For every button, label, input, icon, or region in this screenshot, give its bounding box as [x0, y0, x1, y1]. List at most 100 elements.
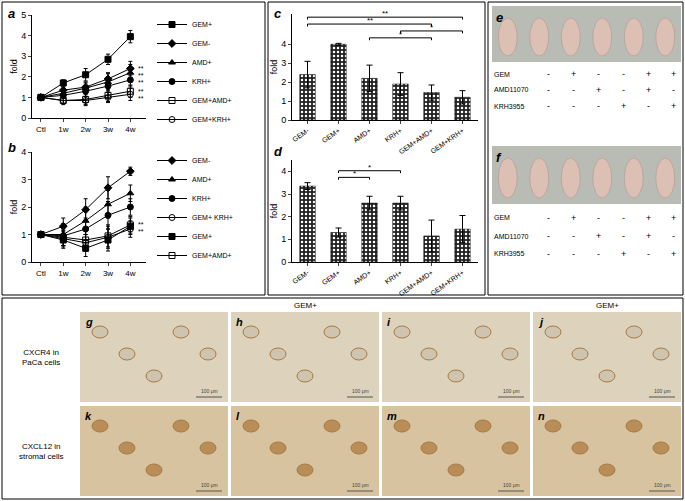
- svg-text:KRH+: KRH+: [384, 269, 403, 286]
- svg-text:-: -: [547, 249, 550, 259]
- svg-text:-: -: [547, 101, 550, 111]
- svg-text:GEM: GEM: [494, 71, 510, 78]
- svg-text:**: **: [138, 72, 144, 79]
- svg-text:GEM+AMD+: GEM+AMD+: [398, 269, 435, 297]
- svg-text:-: -: [597, 249, 600, 259]
- svg-text:GEM-: GEM-: [192, 157, 211, 164]
- svg-text:GEM+ KRH+: GEM+ KRH+: [192, 214, 233, 221]
- svg-text:0: 0: [21, 113, 26, 123]
- svg-text:-: -: [547, 69, 550, 79]
- svg-text:4: 4: [21, 31, 26, 41]
- svg-text:0: 0: [281, 257, 286, 267]
- svg-text:GEM+AMD+: GEM+AMD+: [192, 97, 232, 104]
- svg-text:AMD+: AMD+: [352, 269, 372, 286]
- svg-text:-: -: [597, 101, 600, 111]
- svg-text:GEM+KRH+: GEM+KRH+: [429, 127, 465, 155]
- svg-text:+: +: [571, 69, 576, 79]
- svg-text:1w: 1w: [58, 269, 68, 278]
- svg-text:+: +: [671, 249, 676, 259]
- svg-text:4: 4: [281, 39, 286, 49]
- svg-text:*: *: [399, 30, 402, 39]
- svg-text:**: **: [138, 79, 144, 86]
- svg-text:0: 0: [281, 115, 286, 125]
- svg-text:fold: fold: [9, 59, 19, 74]
- svg-text:d: d: [274, 144, 283, 159]
- svg-text:GEM-: GEM-: [192, 40, 211, 47]
- svg-text:3: 3: [281, 58, 286, 68]
- svg-text:+: +: [671, 69, 676, 79]
- svg-text:k: k: [85, 410, 92, 422]
- svg-text:m: m: [387, 410, 397, 422]
- svg-text:AMD+: AMD+: [192, 176, 212, 183]
- svg-text:+: +: [646, 231, 651, 241]
- svg-text:+: +: [646, 85, 651, 95]
- svg-text:KRH3955: KRH3955: [494, 250, 524, 257]
- svg-text:3: 3: [281, 189, 286, 199]
- svg-text:-: -: [622, 231, 625, 241]
- svg-text:-: -: [672, 85, 675, 95]
- svg-text:j: j: [538, 316, 544, 328]
- svg-text:100 μm: 100 μm: [201, 388, 218, 394]
- svg-text:l: l: [236, 410, 240, 422]
- svg-text:5: 5: [21, 10, 26, 20]
- svg-text:+: +: [596, 85, 601, 95]
- svg-text:1: 1: [281, 96, 286, 106]
- svg-text:3w: 3w: [103, 269, 113, 278]
- svg-text:b: b: [8, 140, 16, 155]
- svg-text:2: 2: [281, 77, 286, 87]
- svg-text:AMD+: AMD+: [352, 127, 372, 144]
- svg-text:+: +: [596, 231, 601, 241]
- svg-text:100 μm: 100 μm: [654, 482, 671, 488]
- svg-text:-: -: [622, 213, 625, 223]
- svg-text:100 μm: 100 μm: [352, 388, 369, 394]
- svg-text:GEM+: GEM+: [321, 127, 341, 144]
- svg-text:GEM-: GEM-: [291, 268, 311, 285]
- svg-text:1: 1: [281, 234, 286, 244]
- svg-text:1: 1: [21, 93, 26, 103]
- svg-text:GEM+: GEM+: [192, 233, 212, 240]
- svg-text:**: **: [382, 9, 388, 18]
- svg-text:AMD+: AMD+: [192, 59, 212, 66]
- svg-text:+: +: [571, 213, 576, 223]
- svg-text:4w: 4w: [125, 125, 135, 134]
- svg-text:KRH+: KRH+: [384, 127, 403, 144]
- svg-text:fold: fold: [269, 60, 279, 75]
- svg-text:n: n: [538, 410, 545, 422]
- svg-text:-: -: [622, 69, 625, 79]
- svg-text:-: -: [572, 231, 575, 241]
- svg-text:-: -: [572, 101, 575, 111]
- svg-text:1w: 1w: [58, 125, 68, 134]
- svg-text:g: g: [85, 316, 93, 328]
- svg-text:KRH+: KRH+: [192, 195, 211, 202]
- svg-text:-: -: [572, 249, 575, 259]
- svg-text:GEM+AMD+: GEM+AMD+: [398, 127, 435, 155]
- svg-text:4: 4: [281, 166, 286, 176]
- svg-text:AMD11070: AMD11070: [494, 86, 529, 93]
- svg-text:-: -: [547, 213, 550, 223]
- svg-text:*: *: [353, 169, 356, 178]
- svg-text:KRH3955: KRH3955: [494, 103, 524, 110]
- svg-text:CXCL12 instromal cells: CXCL12 instromal cells: [19, 442, 63, 461]
- svg-text:3w: 3w: [103, 125, 113, 134]
- svg-text:KRH+: KRH+: [192, 78, 211, 85]
- svg-text:2w: 2w: [81, 125, 91, 134]
- svg-text:GEM+: GEM+: [321, 269, 341, 286]
- svg-text:1: 1: [21, 230, 26, 240]
- svg-text:CXCR4 inPaCa cells: CXCR4 inPaCa cells: [22, 348, 60, 367]
- svg-text:0: 0: [21, 257, 26, 267]
- svg-text:-: -: [597, 213, 600, 223]
- svg-text:f: f: [496, 150, 502, 165]
- svg-text:*: *: [368, 163, 371, 172]
- svg-text:3: 3: [21, 175, 26, 185]
- svg-text:e: e: [496, 10, 503, 25]
- svg-text:100 μm: 100 μm: [352, 482, 369, 488]
- svg-text:**: **: [367, 16, 373, 25]
- svg-text:*: *: [430, 23, 433, 32]
- svg-text:AMD11070: AMD11070: [494, 233, 529, 240]
- svg-text:GEM+AMD+: GEM+AMD+: [192, 252, 232, 259]
- svg-text:-: -: [622, 85, 625, 95]
- svg-text:**: **: [138, 88, 144, 95]
- svg-text:2: 2: [281, 212, 286, 222]
- svg-text:+: +: [671, 213, 676, 223]
- svg-text:100 μm: 100 μm: [201, 482, 218, 488]
